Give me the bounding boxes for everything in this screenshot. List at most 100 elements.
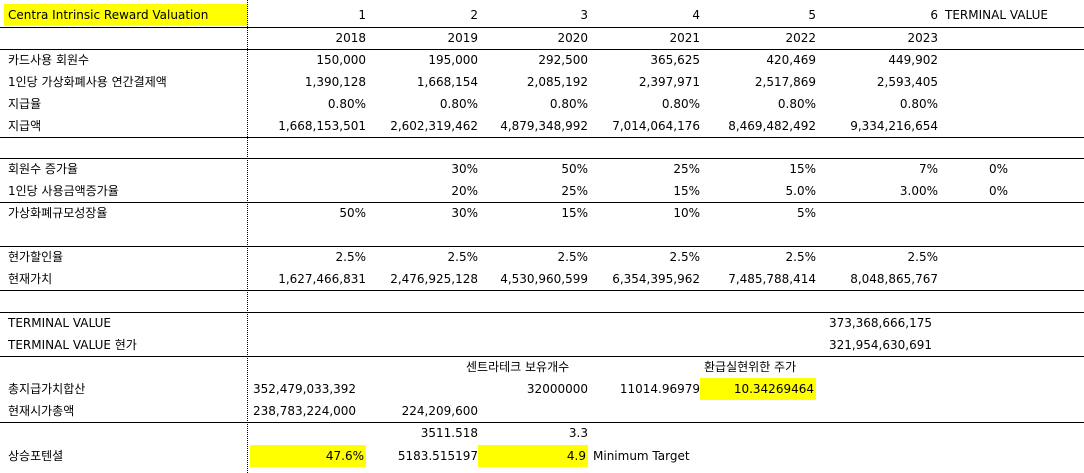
price-label[interactable]: 환급실현위한 주가 xyxy=(704,360,797,374)
target-price-cell[interactable]: 10.34269464 xyxy=(700,378,816,400)
terminal-header[interactable]: TERMINAL VALUE xyxy=(945,8,1048,22)
cell[interactable]: 4,530,960,599 xyxy=(500,272,588,286)
cell[interactable]: 2.5% xyxy=(335,250,367,264)
row-label[interactable]: 현재가치 xyxy=(8,272,53,286)
year-3[interactable]: 2020 xyxy=(557,31,588,45)
cell[interactable]: 50% xyxy=(339,206,366,220)
cell[interactable]: 0.80% xyxy=(549,97,588,111)
cell[interactable]: 0% xyxy=(988,162,1008,176)
holdings-label[interactable]: 센트라테크 보유개수 xyxy=(466,360,570,374)
cell[interactable]: 25% xyxy=(561,184,588,198)
cell[interactable]: 420,469 xyxy=(766,53,816,67)
cell[interactable]: 15% xyxy=(789,162,816,176)
column-divider xyxy=(247,0,248,473)
cell[interactable]: 238,783,224,000 xyxy=(253,404,357,418)
year-1[interactable]: 2018 xyxy=(335,31,366,45)
cell[interactable]: 30% xyxy=(451,206,478,220)
cell[interactable]: 365,625 xyxy=(650,53,700,67)
cell[interactable]: 1,390,128 xyxy=(304,75,366,89)
row-label[interactable]: TERMINAL VALUE xyxy=(8,316,111,330)
cell[interactable]: 3.00% xyxy=(899,184,938,198)
cell[interactable]: 0.80% xyxy=(661,97,700,111)
cell[interactable]: 2.5% xyxy=(557,250,589,264)
row-label[interactable]: 현재시가총액 xyxy=(8,404,75,418)
cell[interactable]: 4,879,348,992 xyxy=(500,119,588,133)
cell[interactable]: 20% xyxy=(451,184,478,198)
row-label[interactable]: 지급율 xyxy=(8,97,42,111)
cell[interactable]: 5% xyxy=(796,206,816,220)
cell[interactable]: 321,954,630,691 xyxy=(828,338,932,352)
cell[interactable]: 5183.515197 xyxy=(397,449,478,463)
row-border xyxy=(0,312,1084,313)
cell[interactable]: 0% xyxy=(988,184,1008,198)
cell[interactable]: 2.5% xyxy=(907,250,939,264)
cell[interactable]: 1,627,466,831 xyxy=(278,272,366,286)
cell[interactable]: 7,485,788,414 xyxy=(728,272,816,286)
row-label[interactable]: 카드사용 회원수 xyxy=(8,53,90,67)
cell[interactable]: 3.3 xyxy=(568,426,588,440)
upside-cell[interactable]: 47.6% xyxy=(250,445,366,467)
cell[interactable]: 8,469,482,492 xyxy=(728,119,816,133)
cell[interactable]: 6,354,395,962 xyxy=(612,272,700,286)
minimum-target-cell[interactable]: 4.9 xyxy=(478,445,588,467)
period-5[interactable]: 5 xyxy=(808,8,816,22)
cell[interactable]: 15% xyxy=(561,206,588,220)
cell[interactable]: 7,014,064,176 xyxy=(612,119,700,133)
row-label[interactable]: 1인당 가상화폐사용 연간결제액 xyxy=(8,75,167,89)
cell[interactable]: 373,368,666,175 xyxy=(828,316,932,330)
cell[interactable]: 32000000 xyxy=(526,382,588,396)
cell[interactable]: 2,602,319,462 xyxy=(390,119,478,133)
cell[interactable]: 7% xyxy=(918,162,938,176)
cell[interactable]: 9,334,216,654 xyxy=(850,119,938,133)
cell[interactable]: 0.80% xyxy=(777,97,816,111)
cell[interactable]: 449,902 xyxy=(888,53,938,67)
minimum-target-label[interactable]: Minimum Target xyxy=(593,449,690,463)
cell[interactable]: 0.80% xyxy=(899,97,938,111)
year-6[interactable]: 2023 xyxy=(907,31,938,45)
cell[interactable]: 2,476,925,128 xyxy=(390,272,478,286)
period-3[interactable]: 3 xyxy=(580,8,588,22)
cell[interactable]: 0.80% xyxy=(327,97,366,111)
cell[interactable]: 195,000 xyxy=(428,53,478,67)
cell[interactable]: 10% xyxy=(673,206,700,220)
row-label[interactable]: 가상화폐규모성장율 xyxy=(8,206,108,220)
cell[interactable]: 50% xyxy=(561,162,588,176)
period-4[interactable]: 4 xyxy=(692,8,700,22)
row-label[interactable]: 상승포텐셜 xyxy=(8,449,64,463)
year-4[interactable]: 2021 xyxy=(669,31,700,45)
cell[interactable]: 2,593,405 xyxy=(876,75,938,89)
cell[interactable]: 5.0% xyxy=(785,184,817,198)
cell[interactable]: 2.5% xyxy=(669,250,701,264)
sheet-title[interactable]: Centra Intrinsic Reward Valuation xyxy=(4,4,247,26)
row-label[interactable]: TERMINAL VALUE 현가 xyxy=(8,338,137,352)
period-6[interactable]: 6 xyxy=(930,8,938,22)
year-2[interactable]: 2019 xyxy=(447,31,478,45)
cell[interactable]: 30% xyxy=(451,162,478,176)
row-label[interactable]: 1인당 사용금액증가율 xyxy=(8,184,119,198)
cell[interactable]: 2,517,869 xyxy=(754,75,816,89)
cell[interactable]: 2.5% xyxy=(785,250,817,264)
cell[interactable]: 11014.96979 xyxy=(619,382,700,396)
cell[interactable]: 2,085,192 xyxy=(526,75,588,89)
row-border xyxy=(0,356,1084,357)
cell[interactable]: 8,048,865,767 xyxy=(850,272,938,286)
cell[interactable]: 2,397,971 xyxy=(638,75,700,89)
cell[interactable]: 15% xyxy=(673,184,700,198)
cell[interactable]: 224,209,600 xyxy=(401,404,478,418)
period-1[interactable]: 1 xyxy=(358,8,366,22)
cell[interactable]: 1,668,154 xyxy=(416,75,478,89)
year-5[interactable]: 2022 xyxy=(785,31,816,45)
cell[interactable]: 352,479,033,392 xyxy=(253,382,357,396)
cell[interactable]: 1,668,153,501 xyxy=(278,119,366,133)
row-label[interactable]: 현가할인율 xyxy=(8,250,64,264)
cell[interactable]: 2.5% xyxy=(447,250,479,264)
cell[interactable]: 150,000 xyxy=(316,53,366,67)
row-label[interactable]: 지급액 xyxy=(8,119,42,133)
cell[interactable]: 3511.518 xyxy=(420,426,478,440)
cell[interactable]: 25% xyxy=(673,162,700,176)
period-2[interactable]: 2 xyxy=(470,8,478,22)
row-label[interactable]: 회원수 증가율 xyxy=(8,162,79,176)
cell[interactable]: 0.80% xyxy=(439,97,478,111)
cell[interactable]: 292,500 xyxy=(538,53,588,67)
row-label[interactable]: 총지급가치합산 xyxy=(8,382,86,396)
